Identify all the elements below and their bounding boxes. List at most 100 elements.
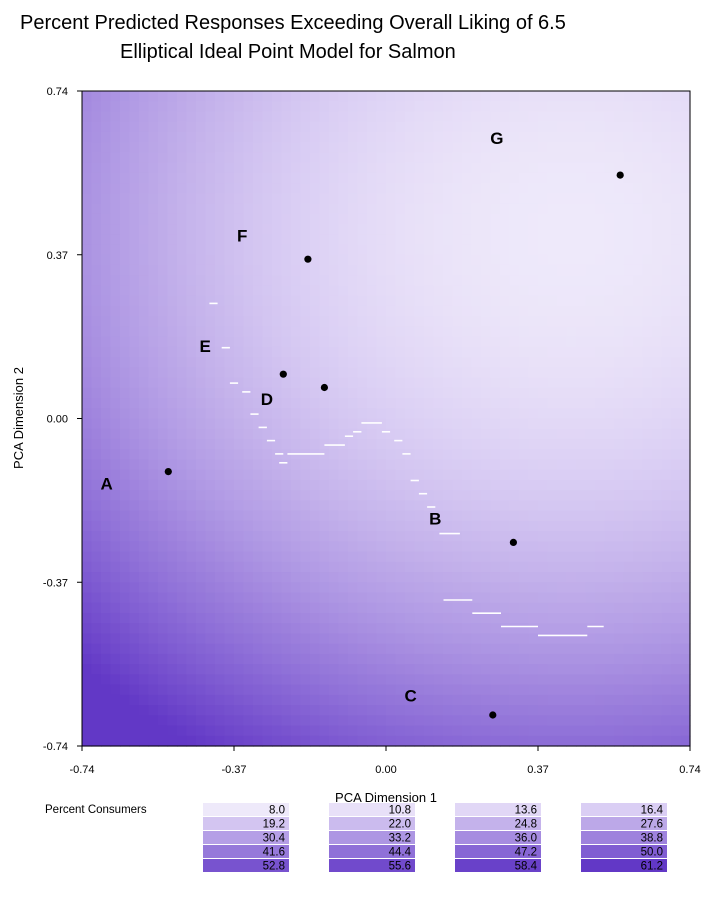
heatmap-cell (652, 398, 663, 409)
heatmap-cell (538, 326, 549, 338)
heatmap-cell (452, 428, 463, 440)
heatmap-cell (500, 479, 511, 491)
heatmap-cell (395, 91, 406, 102)
heatmap-cell (310, 582, 321, 594)
heatmap-cell (538, 735, 549, 747)
heatmap-cell (167, 408, 178, 420)
heatmap-cell (661, 172, 672, 184)
heatmap-cell (376, 387, 387, 399)
heatmap-cell (186, 316, 197, 327)
heatmap-cell (215, 715, 226, 727)
heatmap-cell (253, 172, 264, 184)
heatmap-cell (604, 398, 615, 409)
heatmap-cell (452, 694, 463, 706)
heatmap-cell (319, 582, 330, 594)
heatmap-cell (680, 428, 691, 440)
heatmap-cell (367, 428, 378, 440)
heatmap-cell (661, 664, 672, 675)
heatmap-cell (215, 705, 226, 716)
heatmap-cell (177, 705, 188, 716)
heatmap-cell (576, 254, 587, 266)
heatmap-cell (471, 346, 482, 358)
heatmap-cell (614, 254, 625, 266)
heatmap-cell (310, 142, 321, 153)
heatmap-cell (329, 142, 340, 153)
heatmap-cell (101, 121, 112, 133)
heatmap-cell (471, 438, 482, 450)
heatmap-cell (158, 715, 169, 727)
heatmap-cell (547, 387, 558, 399)
heatmap-cell (272, 684, 283, 696)
heatmap-cell (519, 735, 530, 747)
heatmap-cell (405, 172, 416, 184)
heatmap-cell (566, 582, 577, 594)
legend-label: 38.8 (641, 833, 663, 845)
heatmap-cell (196, 264, 207, 276)
heatmap-cell (386, 438, 397, 450)
heatmap-cell (500, 316, 511, 327)
heatmap-cell (500, 612, 511, 624)
heatmap-cell (595, 275, 606, 287)
heatmap-cell (519, 285, 530, 297)
heatmap-cell (595, 336, 606, 348)
heatmap-cell (433, 572, 444, 583)
heatmap-cell (538, 490, 549, 501)
heatmap-cell (509, 418, 520, 430)
heatmap-cell (623, 254, 634, 266)
heatmap-cell (91, 418, 102, 430)
heatmap-cell (424, 244, 435, 256)
heatmap-cell (167, 623, 178, 635)
heatmap-cell (471, 162, 482, 174)
heatmap-cell (101, 111, 112, 123)
heatmap-cell (680, 264, 691, 276)
heatmap-cell (310, 602, 321, 614)
heatmap-cell (528, 541, 539, 553)
heatmap-cell (557, 479, 568, 491)
heatmap-cell (614, 111, 625, 123)
heatmap-cell (604, 694, 615, 706)
heatmap-cell (462, 285, 473, 297)
heatmap-cell (414, 520, 425, 532)
heatmap-cell (101, 612, 112, 624)
heatmap-cell (509, 326, 520, 338)
heatmap-cell (595, 121, 606, 133)
heatmap-cell (452, 602, 463, 614)
heatmap-cell (538, 705, 549, 716)
heatmap-cell (481, 459, 492, 471)
heatmap-cell (519, 295, 530, 307)
heatmap-cell (272, 213, 283, 225)
heatmap-cell (129, 479, 140, 491)
heatmap-cell (129, 172, 140, 184)
heatmap-cell (500, 490, 511, 501)
heatmap-cell (177, 152, 188, 164)
heatmap-cell (338, 694, 349, 706)
heatmap-cell (414, 469, 425, 481)
heatmap-cell (91, 264, 102, 276)
heatmap-cell (604, 203, 615, 215)
heatmap-cell (471, 541, 482, 553)
heatmap-cell (196, 326, 207, 338)
heatmap-cell (633, 510, 644, 522)
heatmap-cell (547, 633, 558, 645)
heatmap-cell (177, 336, 188, 348)
heatmap-cell (652, 346, 663, 358)
heatmap-cell (148, 408, 159, 420)
heatmap-cell (566, 469, 577, 481)
heatmap-cell (177, 193, 188, 205)
heatmap-cell (177, 541, 188, 553)
heatmap-cell (462, 326, 473, 338)
heatmap-cell (272, 111, 283, 123)
heatmap-cell (443, 336, 454, 348)
heatmap-cell (604, 715, 615, 727)
heatmap-cell (272, 234, 283, 246)
heatmap-cell (338, 91, 349, 102)
heatmap-cell (500, 305, 511, 317)
heatmap-cell (367, 162, 378, 174)
heatmap-cell (120, 520, 131, 532)
heatmap-cell (91, 152, 102, 164)
heatmap-cell (310, 694, 321, 706)
heatmap-cell (386, 541, 397, 553)
heatmap-cell (414, 674, 425, 686)
heatmap-cell (186, 725, 197, 737)
heatmap-cell (395, 131, 406, 143)
